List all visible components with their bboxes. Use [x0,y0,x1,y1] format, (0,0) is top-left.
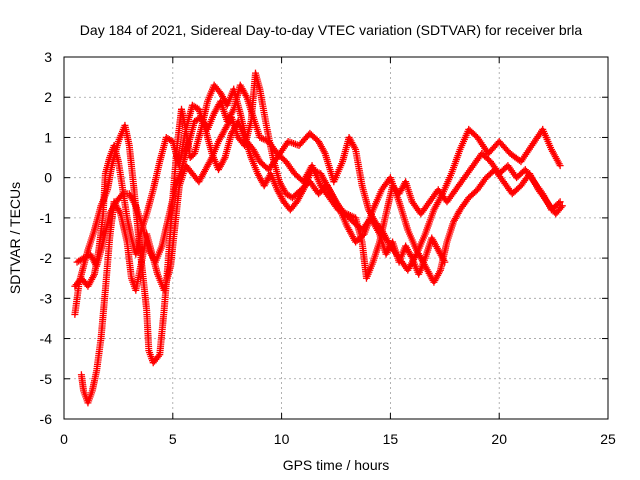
x-tick-label: 10 [274,431,290,447]
data-point-marker [555,199,563,207]
plot-frame [63,56,609,420]
y-tick-label: 3 [44,49,52,65]
y-tick-label: 2 [44,89,52,105]
series-track-2 [73,81,564,282]
x-tick-label: 5 [169,431,177,447]
data-point-marker [154,352,162,360]
x-tick-label: 20 [491,431,507,447]
y-tick-label: 1 [44,129,52,145]
x-axis-label: GPS time / hours [283,457,390,473]
y-tick-label: -5 [40,371,53,387]
series-track-4 [71,101,566,290]
y-tick-label: -4 [40,331,53,347]
y-tick-label: -1 [40,210,53,226]
x-tick-label: 0 [60,431,68,447]
data-point-marker [556,162,564,170]
y-ticks: -6 -5 -4 -3 -2 -1 0 1 2 3 [40,49,608,427]
y-tick-label: -2 [40,250,53,266]
chart-title: Day 184 of 2021, Sidereal Day-to-day VTE… [80,22,583,38]
x-tick-label: 25 [600,431,616,447]
y-tick-label: -6 [40,411,53,427]
y-tick-label: 0 [44,170,52,186]
series-track-1 [71,81,564,367]
y-axis-label: SDTVAR / TECUs [7,182,23,294]
data-points [71,69,566,407]
data-point-marker [556,198,564,206]
data-point-marker [558,202,566,210]
data-point-marker [557,203,565,211]
y-tick-label: -3 [40,290,53,306]
x-tick-label: 15 [383,431,399,447]
